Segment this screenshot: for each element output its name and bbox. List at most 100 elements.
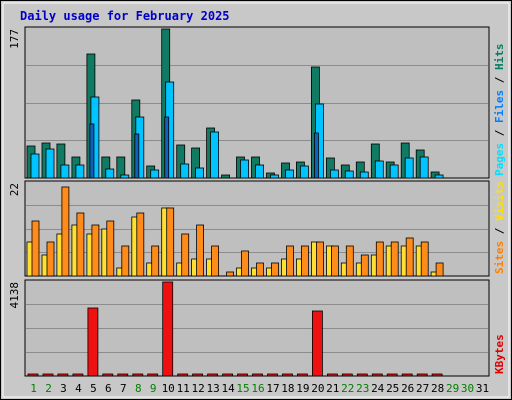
bar-files-day-21 [329,169,339,179]
bar-sites-day-5 [91,224,100,277]
panel-2: 22 Sites / Visits [8,180,506,277]
day-label-25: 25 [386,382,399,395]
bar-kbytes-day-21 [326,373,338,377]
day-label-13: 13 [206,382,219,395]
bar-kbytes-day-17 [267,373,278,377]
bar-sites-day-16 [256,262,264,277]
bar-files-day-1 [30,153,40,179]
bar-files-day-23 [359,171,369,179]
day-label-21: 21 [326,382,339,395]
day-label-4: 4 [75,382,82,395]
bar-sites-day-22 [345,245,354,277]
panel-background [24,26,490,179]
bar-kbytes-day-24 [371,373,383,377]
day-label-29: 29 [446,382,459,395]
bar-sites-day-26 [405,237,414,277]
bar-kbytes-day-13 [207,373,219,377]
bar-kbytes-day-2 [42,373,54,377]
bar-sites-day-12 [196,224,205,277]
day-label-24: 24 [371,382,385,395]
day-label-31: 31 [476,382,489,395]
bar-files-day-7 [120,174,130,179]
bar-kbytes-day-10 [162,281,174,377]
bar-sites-day-7 [121,245,130,277]
bar-files-day-28 [434,174,444,179]
bar-files-day-9 [150,169,160,179]
series-legend-label: Pages / Files / Hits [493,44,506,177]
bar-files-day-15 [240,159,249,179]
legend-part: KBytes [493,334,506,374]
day-label-2: 2 [45,382,52,395]
legend-part: Files [493,90,506,123]
day-label-10: 10 [162,382,175,395]
bar-sites-day-23 [360,254,369,277]
legend-part: / [493,123,506,143]
bar-kbytes-day-25 [386,373,398,377]
y-max-label: 4138 [8,282,21,309]
day-label-22: 22 [341,382,354,395]
legend-part: Hits [493,44,506,71]
bar-files-day-6 [105,168,115,179]
bar-files-day-27 [419,156,429,179]
bar-files-day-2 [45,148,55,179]
bar-kbytes-day-15 [237,373,248,377]
bar-files-day-19 [299,165,309,179]
day-label-14: 14 [221,382,235,395]
chart-title: Daily usage for February 2025 [20,9,230,23]
day-label-28: 28 [431,382,444,395]
bar-kbytes-day-11 [177,373,189,377]
bar-sites-day-9 [151,245,160,277]
bar-files-day-17 [270,174,279,179]
bar-sites-day-28 [435,262,444,277]
bar-sites-day-11 [181,233,190,277]
bar-files-day-26 [404,157,414,179]
day-label-11: 11 [177,382,190,395]
bar-kbytes-day-26 [401,373,413,377]
bar-files-day-11 [180,163,190,179]
chart-panels: 177 Pages / Files / Hits 22 Sites / Visits 4… [8,26,506,377]
bar-files-day-12 [195,167,205,179]
bar-kbytes-day-19 [296,373,308,377]
bar-sites-day-27 [420,241,429,277]
bar-kbytes-day-4 [72,373,84,377]
bar-files-day-4 [75,164,85,179]
bar-sites-day-14 [226,271,235,277]
bar-kbytes-day-23 [356,373,368,377]
bar-files-day-13 [210,131,220,179]
day-label-30: 30 [461,382,474,395]
day-label-3: 3 [60,382,67,395]
bar-kbytes-day-1 [27,373,39,377]
bar-sites-day-24 [375,241,384,277]
day-label-19: 19 [296,382,309,395]
day-label-8: 8 [135,382,142,395]
day-label-15: 15 [236,382,249,395]
day-label-23: 23 [356,382,369,395]
bar-pages-day-8 [134,133,140,179]
bar-kbytes-day-9 [147,373,159,377]
bar-files-day-22 [344,170,354,179]
bar-kbytes-day-16 [252,373,263,377]
bar-sites-day-10 [166,207,175,277]
bar-pages-day-5 [89,123,95,179]
legend-part: Sites [493,241,506,274]
x-axis-day-labels: 1 2 3 4 5 6 7 8 9 10 11 12 13 14 15 16 17 18 19 20 21 22 23 24 2… [30,382,489,395]
bar-files-day-16 [255,164,264,179]
bar-sites-day-13 [211,245,220,277]
panel-3: 4138 KBytes [8,279,506,377]
day-label-26: 26 [401,382,414,395]
day-label-18: 18 [281,382,294,395]
y-max-label: 22 [8,183,21,196]
bar-kbytes-day-12 [192,373,204,377]
day-label-12: 12 [191,382,204,395]
bar-sites-day-21 [330,245,339,277]
bar-kbytes-day-3 [57,373,69,377]
day-label-1: 1 [30,382,37,395]
bar-kbytes-day-22 [341,373,353,377]
bar-hits-day-14 [221,174,231,179]
series-legend-label: Sites / Visits [493,181,506,274]
day-label-27: 27 [416,382,429,395]
y-max-label: 177 [8,29,21,49]
bar-sites-day-17 [271,262,279,277]
panel-1: 177 Pages / Files / Hits [8,26,506,179]
legend-part: / [493,221,506,241]
